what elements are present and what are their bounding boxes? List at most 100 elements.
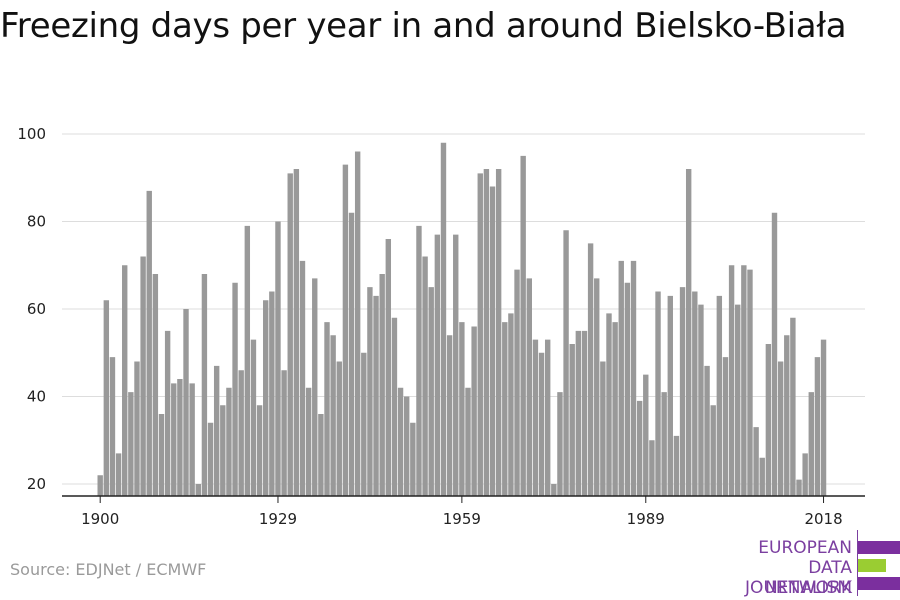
bar-1998 (698, 304, 704, 497)
logo-divider (857, 530, 858, 596)
bar-2018 (820, 339, 827, 497)
y-tick-label: 20 (27, 475, 46, 493)
bar-1997 (692, 291, 698, 496)
bar-1928 (269, 291, 275, 496)
bar-1923 (238, 370, 244, 496)
x-axis-ticks: 1900 1929 1959 1989 2018 (81, 496, 843, 528)
x-tick-label: 1929 (259, 510, 297, 528)
bar-1917 (201, 274, 208, 496)
bar-1994 (673, 435, 680, 497)
bar-1935 (312, 278, 318, 497)
bar-2017 (814, 357, 821, 497)
bar-1912 (171, 383, 177, 497)
edjnet-logo: EUROPEAN DATA JOURNALISM NETWORK (700, 530, 900, 598)
bar-1975 (557, 392, 563, 497)
bar-1985 (618, 260, 624, 497)
bar-1965 (495, 169, 502, 496)
bar-1974 (551, 484, 557, 496)
bar-1915 (189, 383, 195, 497)
bar-1981 (594, 278, 600, 497)
bar-1989 (643, 374, 649, 497)
bar-1971 (532, 339, 539, 497)
bar-1904 (122, 265, 128, 496)
bar-1955 (434, 234, 441, 497)
bar-1993 (667, 295, 673, 497)
bar-1968 (514, 269, 520, 497)
bar-1984 (612, 322, 618, 497)
bar-1922 (232, 282, 238, 496)
bar-1900 (97, 475, 103, 496)
y-tick-label: 40 (27, 388, 46, 406)
bar-1939 (336, 361, 342, 496)
bar-1973 (544, 339, 551, 497)
bar-1990 (649, 440, 655, 496)
bar-1949 (397, 387, 404, 496)
bar-1948 (391, 317, 398, 496)
bar-1954 (428, 287, 434, 497)
bar-1986 (624, 282, 631, 496)
bar-1962 (477, 173, 483, 497)
bar-1921 (226, 387, 232, 496)
bar-1909 (152, 274, 159, 496)
logo-bar-green (858, 559, 886, 572)
bar-1944 (367, 287, 373, 497)
bar-1931 (287, 173, 293, 497)
bar-1979 (581, 330, 588, 497)
bar-1995 (679, 287, 686, 497)
bar-1914 (183, 309, 189, 496)
bar-2016 (808, 392, 814, 497)
x-tick-label: 1959 (443, 510, 481, 528)
bar-1927 (263, 300, 269, 496)
bar-1918 (207, 422, 214, 496)
bar-1937 (324, 322, 330, 497)
bar-1958 (453, 234, 459, 497)
bar-1951 (410, 422, 416, 496)
bar-2005 (741, 265, 747, 496)
bar-1919 (213, 365, 220, 497)
bar-1964 (489, 186, 496, 496)
bar-2000 (710, 405, 716, 496)
bar-1913 (177, 379, 183, 496)
bar-2015 (802, 453, 808, 497)
bar-1920 (220, 405, 226, 496)
x-tick-label: 2018 (804, 510, 842, 528)
bar-1950 (404, 396, 410, 496)
bar-1946 (379, 274, 385, 496)
logo-line-3: NETWORK (765, 578, 852, 598)
bar-2011 (777, 361, 784, 496)
bar-1963 (483, 169, 490, 496)
bar-1908 (146, 190, 152, 497)
bar-1924 (244, 225, 251, 497)
bar-1943 (361, 352, 367, 496)
bar-1983 (606, 313, 612, 497)
bar-1978 (575, 330, 582, 497)
bar-1926 (256, 405, 263, 496)
bar-1903 (115, 453, 122, 497)
bar-2008 (759, 457, 765, 496)
bar-1991 (655, 291, 661, 496)
bar-1901 (103, 300, 110, 496)
bar-1976 (563, 230, 569, 496)
bar-2013 (790, 317, 796, 496)
y-tick-label: 60 (27, 300, 46, 318)
bar-2010 (771, 212, 778, 496)
bar-1992 (661, 392, 667, 497)
bar-1969 (520, 155, 526, 497)
bar-1956 (440, 142, 447, 496)
bar-1902 (109, 357, 116, 497)
bar-1952 (416, 225, 422, 497)
logo-bar-purple-top (858, 541, 900, 554)
source-note: Source: EDJNet / ECMWF (10, 560, 207, 579)
bar-2012 (784, 335, 790, 496)
bar-1938 (330, 335, 336, 496)
bar-chart: 20 40 60 80 100 1900 1929 1959 1989 2018 (17, 125, 865, 528)
x-tick-label: 1989 (627, 510, 665, 528)
bar-1929 (275, 221, 281, 496)
bar-1933 (299, 260, 306, 497)
bar-1910 (158, 414, 165, 496)
bar-2001 (716, 295, 723, 497)
bar-1930 (281, 370, 287, 496)
bar-1959 (459, 322, 465, 497)
bars (97, 142, 827, 497)
bar-2009 (765, 344, 772, 496)
